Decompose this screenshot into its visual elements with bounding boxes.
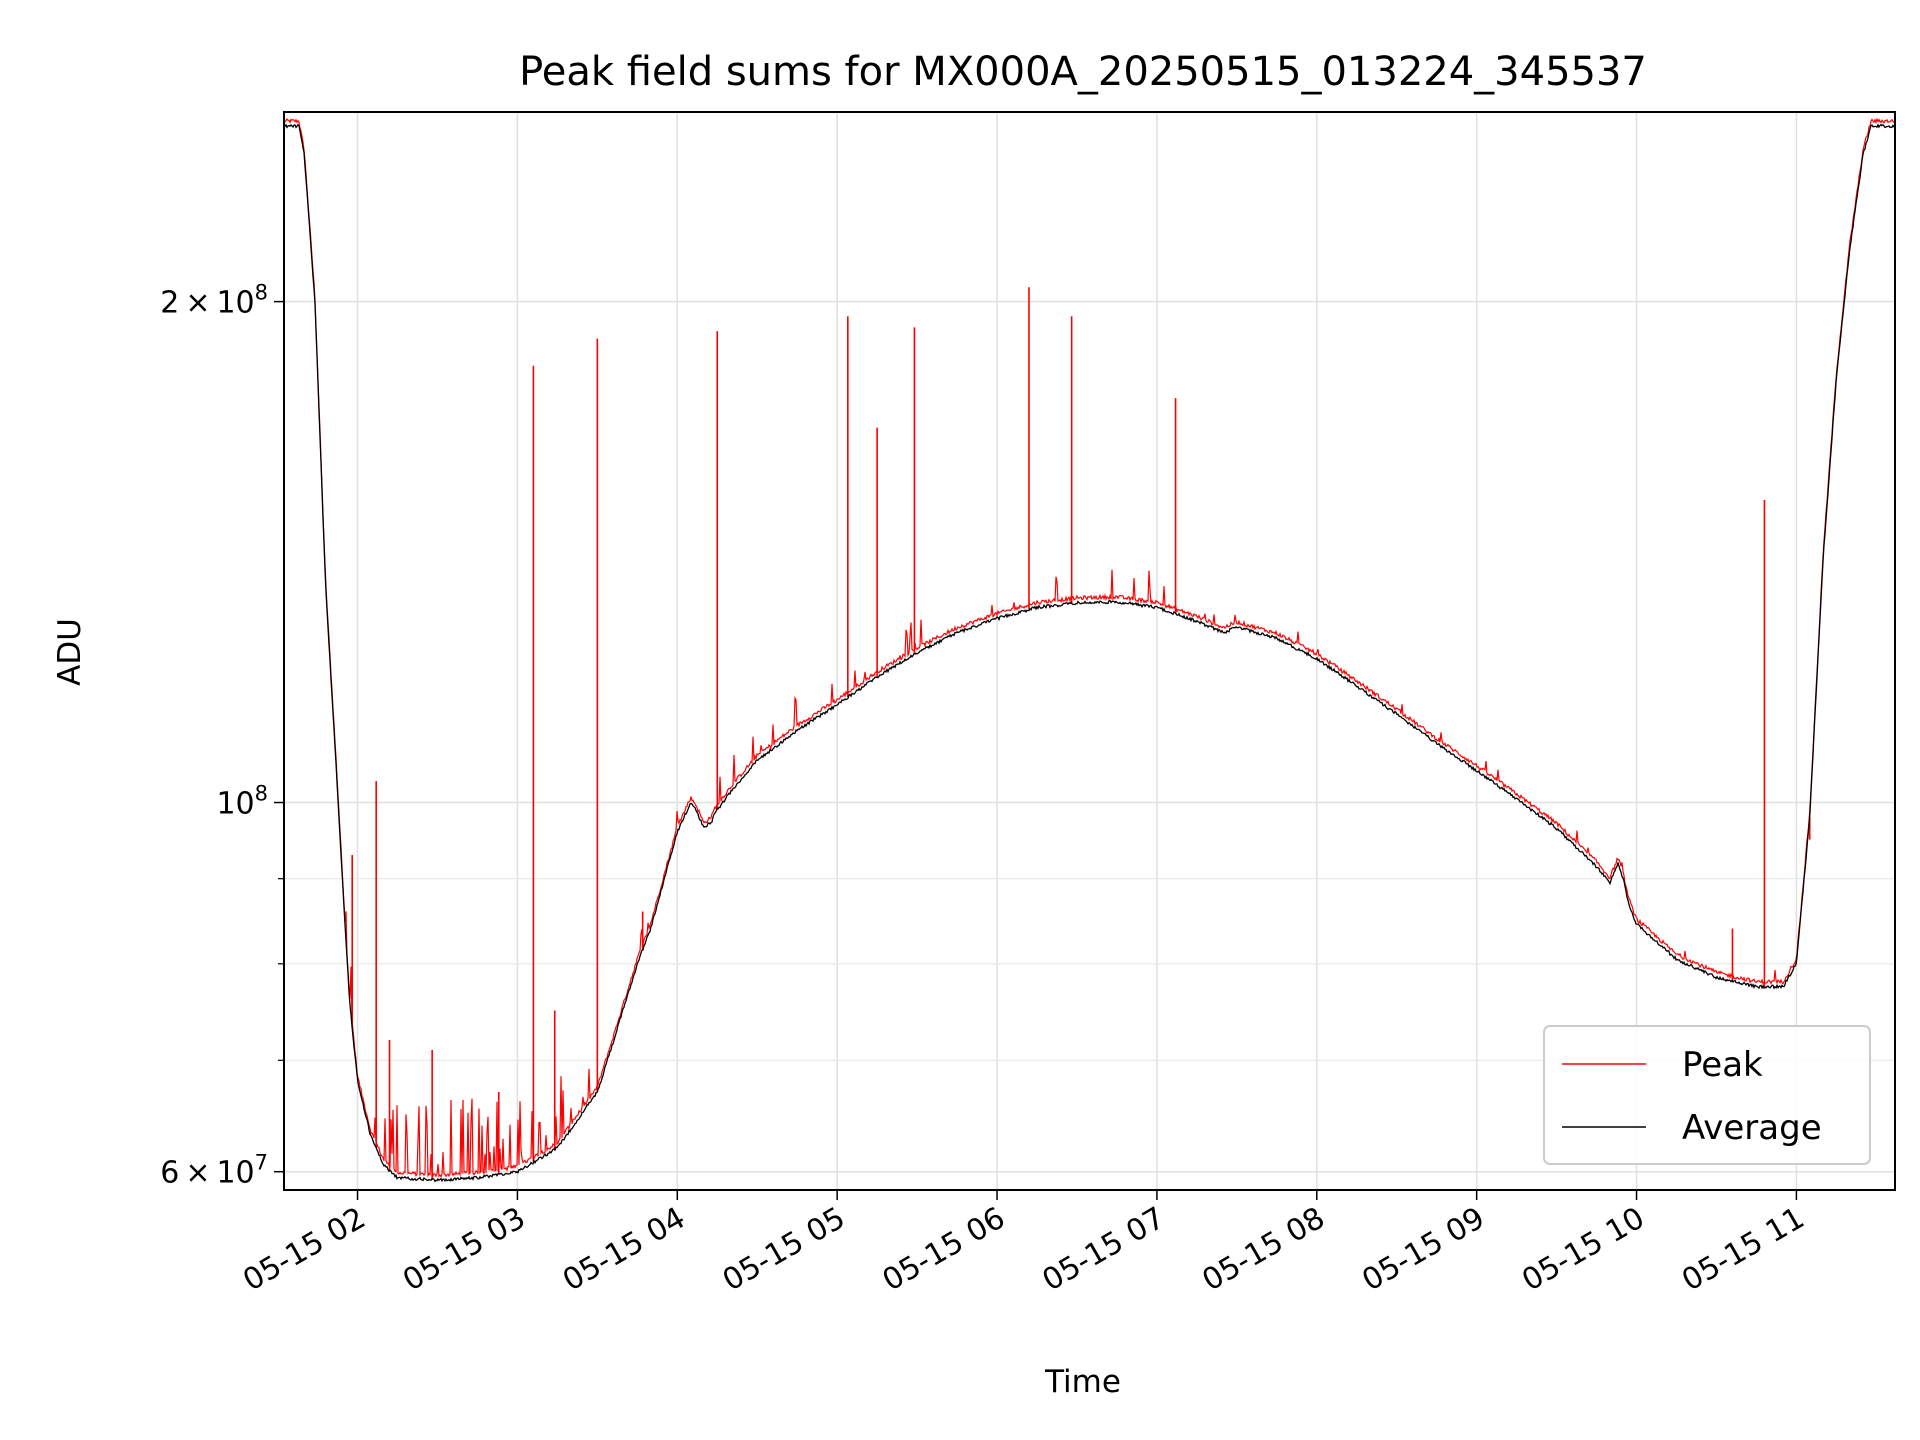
average-series: [283, 123, 1896, 1183]
grid: [284, 112, 1895, 1190]
legend-frame: [1543, 1025, 1871, 1165]
y-tick-label: 108: [216, 782, 268, 822]
y-tick-label: 6 × 107: [160, 1151, 268, 1191]
x-axis-label: Time: [1044, 1364, 1121, 1400]
y-axis: 6 × 107 108 2 × 108: [160, 281, 284, 1191]
plot-frame: [283, 111, 1896, 1191]
average-line: [283, 123, 1896, 1183]
chart-title: Peak field sums for MX000A_20250515_0132…: [519, 49, 1647, 95]
y-axis-label: ADU: [52, 618, 88, 686]
y-tick-label: 2 × 108: [160, 281, 268, 321]
legend-label-peak: Peak: [1682, 1045, 1763, 1085]
legend: Peak Average: [1543, 1025, 1871, 1165]
peak-line: [283, 117, 1896, 1178]
legend-label-average: Average: [1682, 1108, 1822, 1148]
peak-series: [283, 117, 1896, 1180]
